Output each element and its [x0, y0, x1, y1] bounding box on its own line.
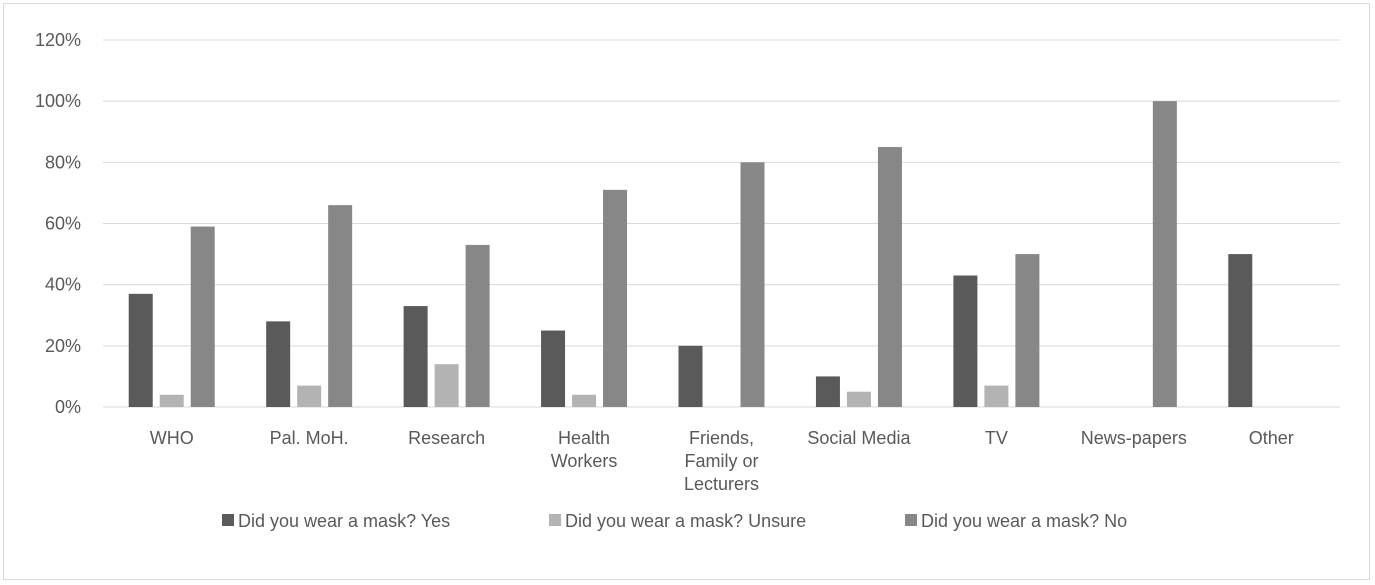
bar-series-3: [1015, 254, 1040, 407]
bar-series-1: [678, 345, 703, 407]
x-tick-label: Friends, Family or Lecturers: [684, 428, 759, 494]
bar-series-1: [953, 275, 978, 407]
bar-series-3: [328, 205, 353, 407]
bar-series-2: [159, 394, 184, 407]
x-tick-label: Other: [1249, 428, 1294, 448]
bar-series-1: [815, 376, 840, 407]
y-axis-tick-labels: 0% 20% 40% 60% 80% 100% 120%: [35, 30, 81, 417]
legend-label: Did you wear a mask? No: [921, 511, 1127, 531]
bar-series-1: [403, 306, 428, 407]
legend-item: Did you wear a mask? Unsure: [549, 511, 806, 531]
bar-series-2: [846, 391, 871, 407]
bar-series-3: [877, 147, 902, 407]
y-tick-label: 80%: [45, 152, 81, 172]
y-tick-label: 120%: [35, 30, 81, 50]
bar-series-3: [1152, 101, 1177, 408]
x-tick-label: Pal. MoH.: [270, 428, 349, 448]
x-tick-label: Social Media: [807, 428, 911, 448]
legend-item: Did you wear a mask? No: [905, 511, 1127, 531]
bar-series-2: [434, 364, 459, 407]
bar-series-3: [740, 162, 765, 407]
x-axis-tick-labels: WHO Pal. MoH. Research Health Workers Friends…: [150, 428, 1294, 494]
legend-swatch: [549, 514, 561, 526]
bar-series-3: [603, 189, 628, 407]
bars: [128, 101, 1253, 408]
bar-series-1: [128, 293, 153, 407]
legend: Did you wear a mask? Yes Did you wear a m…: [222, 511, 1127, 531]
legend-swatch: [222, 514, 234, 526]
bar-series-1: [541, 330, 566, 407]
chart-frame: [3, 3, 1370, 580]
y-tick-label: 0%: [55, 397, 81, 417]
bar-series-3: [465, 244, 490, 407]
bar-series-2: [984, 385, 1009, 407]
bar-series-1: [1228, 254, 1253, 407]
x-tick-label: TV: [985, 428, 1008, 448]
y-tick-label: 40%: [45, 275, 81, 295]
legend-swatch: [905, 514, 917, 526]
y-tick-label: 20%: [45, 336, 81, 356]
x-tick-label: WHO: [150, 428, 194, 448]
legend-label: Did you wear a mask? Yes: [238, 511, 450, 531]
legend-label: Did you wear a mask? Unsure: [565, 511, 806, 531]
y-tick-label: 100%: [35, 91, 81, 111]
x-tick-label: Health Workers: [551, 428, 618, 471]
y-tick-label: 60%: [45, 214, 81, 234]
bar-series-2: [297, 385, 322, 407]
legend-item: Did you wear a mask? Yes: [222, 511, 450, 531]
bar-series-1: [266, 321, 291, 407]
bar-series-2: [572, 394, 597, 407]
bar-series-3: [190, 226, 215, 407]
x-tick-label: Research: [408, 428, 485, 448]
x-tick-label: News-papers: [1081, 428, 1187, 448]
